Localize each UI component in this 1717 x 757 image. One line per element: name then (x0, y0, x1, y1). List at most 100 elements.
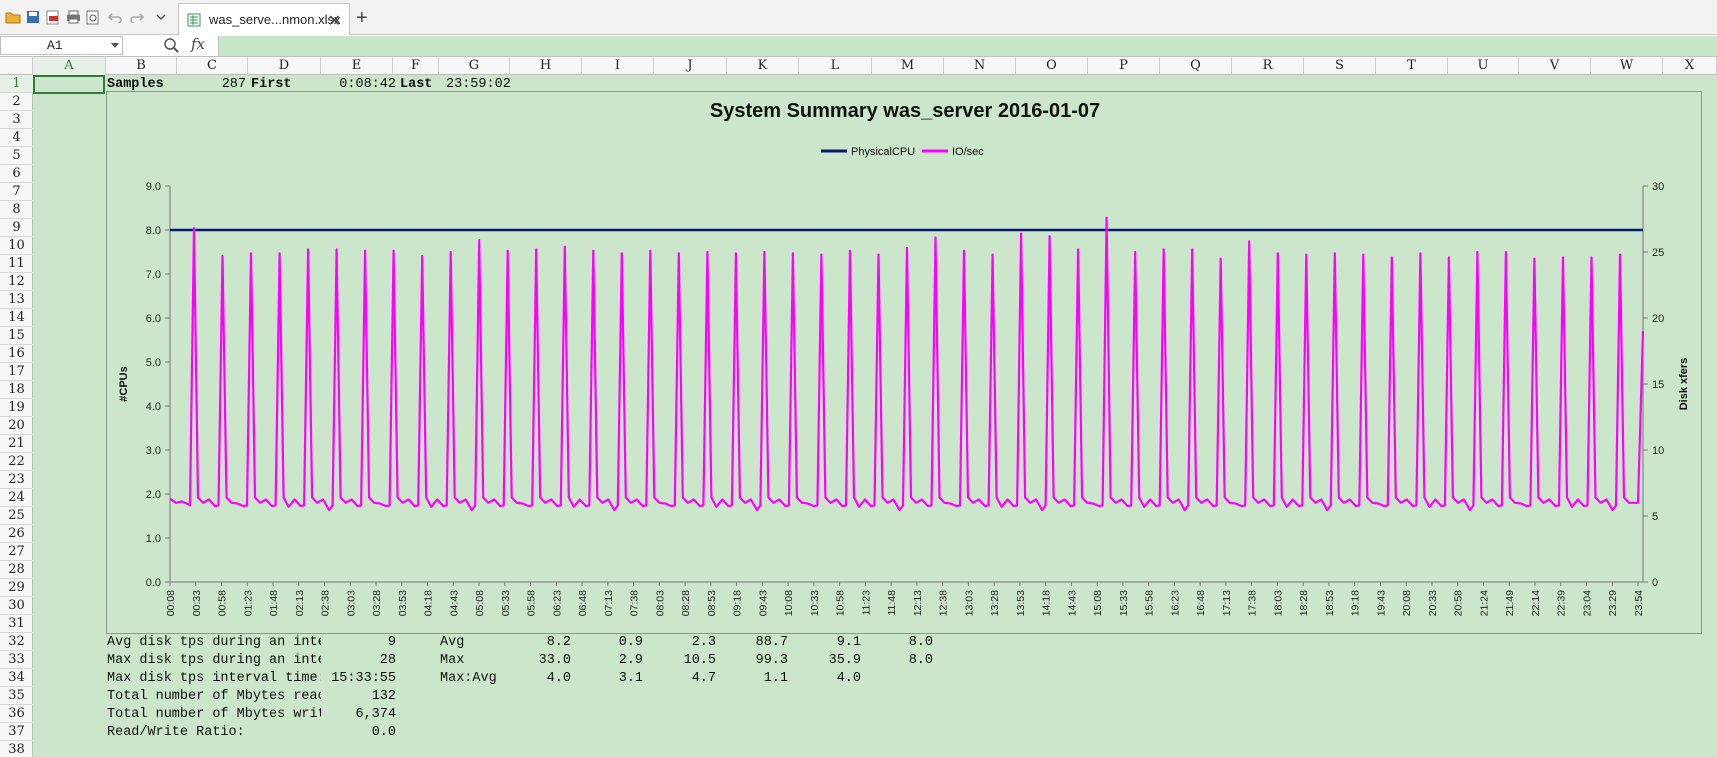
stat-label[interactable]: Max disk tps interval time: (107, 671, 321, 686)
row-header-21[interactable]: 21 (0, 435, 33, 453)
row-header-35[interactable]: 35 (0, 687, 33, 705)
column-header-l[interactable]: L (799, 57, 872, 75)
row-header-38[interactable]: 38 (0, 741, 33, 757)
summary-value[interactable]: 4.0 (546, 671, 571, 686)
export-pdf-icon[interactable] (44, 8, 62, 26)
column-header-a[interactable]: A (33, 57, 106, 75)
column-header-s[interactable]: S (1304, 57, 1376, 75)
row-header-4[interactable]: 4 (0, 129, 33, 147)
print-icon[interactable] (64, 8, 82, 26)
column-header-j[interactable]: J (654, 57, 727, 75)
row-header-11[interactable]: 11 (0, 255, 33, 273)
row-header-32[interactable]: 32 (0, 633, 33, 651)
row-header-24[interactable]: 24 (0, 489, 33, 507)
chevron-down-icon[interactable] (152, 8, 170, 26)
row-header-20[interactable]: 20 (0, 417, 33, 435)
column-header-d[interactable]: D (248, 57, 321, 75)
row-header-30[interactable]: 30 (0, 597, 33, 615)
summary-value[interactable]: 35.9 (828, 653, 861, 668)
stat-value[interactable]: 132 (371, 689, 396, 704)
zoom-icon[interactable] (163, 37, 179, 58)
print-preview-icon[interactable] (84, 8, 102, 26)
row-header-29[interactable]: 29 (0, 579, 33, 597)
row-header-34[interactable]: 34 (0, 669, 33, 687)
column-header-i[interactable]: I (582, 57, 654, 75)
row-header-13[interactable]: 13 (0, 291, 33, 309)
summary-label[interactable]: Max:Avg (440, 671, 497, 686)
row-header-33[interactable]: 33 (0, 651, 33, 669)
cell-samples-label[interactable]: Samples (107, 77, 164, 92)
stat-value[interactable]: 9 (387, 635, 396, 650)
row-header-25[interactable]: 25 (0, 507, 33, 525)
stat-label[interactable]: Avg disk tps during an inte (107, 635, 321, 650)
row-header-36[interactable]: 36 (0, 705, 33, 723)
column-header-v[interactable]: V (1519, 57, 1591, 75)
column-header-m[interactable]: M (872, 57, 944, 75)
summary-value[interactable]: 4.0 (836, 671, 861, 686)
system-summary-chart[interactable]: System Summary was_server 2016-01-07 Phys… (106, 91, 1702, 634)
column-header-t[interactable]: T (1376, 57, 1448, 75)
cell-first-label[interactable]: First (251, 77, 292, 92)
summary-value[interactable]: 2.3 (691, 635, 716, 650)
close-tab-icon[interactable]: ✕ (327, 13, 341, 30)
summary-value[interactable]: 88.7 (755, 635, 788, 650)
row-header-6[interactable]: 6 (0, 165, 33, 183)
row-header-2[interactable]: 2 (0, 93, 33, 111)
stat-value[interactable]: 28 (379, 653, 396, 668)
row-header-8[interactable]: 8 (0, 201, 33, 219)
row-header-16[interactable]: 16 (0, 345, 33, 363)
column-header-q[interactable]: Q (1160, 57, 1232, 75)
cell-first-value[interactable]: 0:08:42 (339, 77, 396, 92)
row-header-17[interactable]: 17 (0, 363, 33, 381)
name-box-dropdown-icon[interactable] (111, 43, 119, 48)
row-header-10[interactable]: 10 (0, 237, 33, 255)
row-header-15[interactable]: 15 (0, 327, 33, 345)
column-header-r[interactable]: R (1232, 57, 1304, 75)
summary-value[interactable]: 2.9 (618, 653, 643, 668)
row-header-1[interactable]: 1 (0, 75, 33, 93)
column-header-c[interactable]: C (177, 57, 248, 75)
column-header-k[interactable]: K (727, 57, 799, 75)
row-header-26[interactable]: 26 (0, 525, 33, 543)
formula-input[interactable] (218, 36, 1717, 56)
row-header-18[interactable]: 18 (0, 381, 33, 399)
column-header-x[interactable]: X (1663, 57, 1717, 75)
summary-label[interactable]: Avg (440, 635, 465, 650)
new-tab-icon[interactable]: + (356, 7, 368, 29)
stat-label[interactable]: Read/Write Ratio: (107, 725, 245, 740)
column-header-n[interactable]: N (944, 57, 1016, 75)
stat-label[interactable]: Total number of Mbytes writ (107, 707, 321, 722)
row-header-19[interactable]: 19 (0, 399, 33, 417)
undo-icon[interactable] (106, 8, 124, 26)
column-header-b[interactable]: B (106, 57, 177, 75)
row-header-7[interactable]: 7 (0, 183, 33, 201)
row-header-5[interactable]: 5 (0, 147, 33, 165)
column-header-w[interactable]: W (1591, 57, 1663, 75)
row-header-12[interactable]: 12 (0, 273, 33, 291)
summary-value[interactable]: 8.0 (908, 635, 933, 650)
row-header-37[interactable]: 37 (0, 723, 33, 741)
row-header-14[interactable]: 14 (0, 309, 33, 327)
row-header-22[interactable]: 22 (0, 453, 33, 471)
summary-value[interactable]: 0.9 (618, 635, 643, 650)
tab-workbook[interactable]: was_serve...nmon.xlsx ✕ (178, 3, 350, 35)
cell-last-label[interactable]: Last (400, 77, 433, 92)
redo-icon[interactable] (128, 8, 146, 26)
summary-value[interactable]: 1.1 (763, 671, 788, 686)
column-header-o[interactable]: O (1016, 57, 1088, 75)
stat-label[interactable]: Total number of Mbytes reac (107, 689, 321, 704)
open-folder-icon[interactable] (4, 8, 22, 26)
stat-value[interactable]: 15:33:55 (331, 671, 396, 686)
row-header-23[interactable]: 23 (0, 471, 33, 489)
stat-label[interactable]: Max disk tps during an inte (107, 653, 321, 668)
summary-label[interactable]: Max (440, 653, 465, 668)
function-icon[interactable]: fx (191, 35, 206, 53)
row-header-31[interactable]: 31 (0, 615, 33, 633)
column-header-h[interactable]: H (510, 57, 582, 75)
row-header-28[interactable]: 28 (0, 561, 33, 579)
summary-value[interactable]: 3.1 (618, 671, 643, 686)
corner-cell[interactable] (0, 57, 33, 75)
column-header-u[interactable]: U (1448, 57, 1519, 75)
row-header-27[interactable]: 27 (0, 543, 33, 561)
column-header-g[interactable]: G (439, 57, 510, 75)
